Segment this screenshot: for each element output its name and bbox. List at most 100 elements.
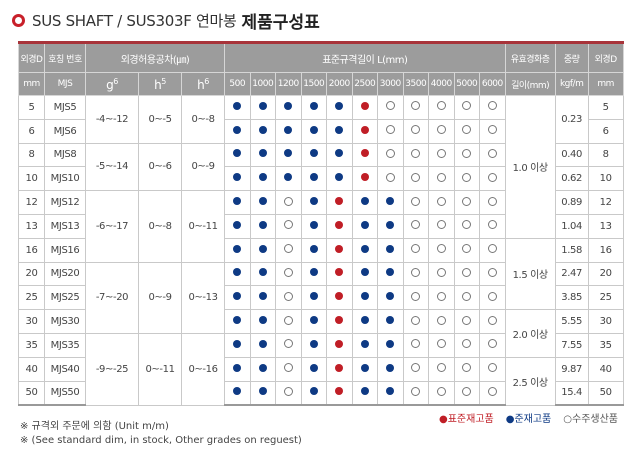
length-cell — [377, 356, 404, 382]
length-cell — [275, 356, 302, 382]
length-cell — [453, 190, 480, 215]
length-cell — [453, 237, 480, 263]
made-to-order-circle-icon — [411, 196, 421, 206]
length-cell — [377, 213, 404, 239]
weight: 1.04 — [554, 213, 589, 239]
header-h5: h5 — [138, 72, 182, 96]
header-mjs: MJS — [44, 72, 86, 96]
length-cell — [453, 380, 480, 407]
standard-stock-dot-icon — [335, 220, 344, 229]
table-row: 13 MJS13 1.04 13 — [18, 213, 624, 239]
notes: ※ 규격외 주문에 의함 (Unit m/m) ※ (See standard … — [20, 420, 302, 448]
length-cell — [377, 166, 404, 192]
header-length-4000: 4000 — [428, 72, 455, 96]
length-cell — [249, 213, 276, 239]
header-length: 표준규격길이 L(mm) — [224, 42, 506, 73]
made-to-order-circle-icon — [487, 196, 497, 206]
made-to-order-circle-icon — [411, 101, 421, 111]
hardening-depth: 2.0 이상 — [504, 309, 556, 358]
length-cell — [453, 261, 480, 287]
od-cell: 20 — [18, 261, 45, 287]
weight: 0.23 — [554, 95, 589, 144]
made-to-order-circle-icon — [487, 125, 497, 135]
nominal-cell: MJS8 — [44, 142, 86, 168]
length-cell — [377, 285, 404, 311]
tolerance-h5: 0~-5 — [138, 95, 182, 144]
weight: 9.87 — [554, 356, 589, 382]
length-cell — [479, 237, 506, 263]
length-cell — [402, 261, 429, 287]
length-cell — [377, 309, 404, 334]
length-cell — [224, 190, 251, 215]
stock-dot-icon — [233, 387, 242, 396]
stock-dot-icon — [233, 339, 242, 348]
stock-dot-icon — [360, 387, 369, 396]
weight: 5.55 — [554, 309, 589, 334]
made-to-order-circle-icon — [411, 125, 421, 135]
standard-stock-dot-icon — [335, 316, 344, 325]
tolerance-h6: 0~-11 — [181, 190, 225, 263]
weight: 2.47 — [554, 261, 589, 287]
made-to-order-circle-icon — [283, 363, 293, 373]
stock-dot-icon — [360, 339, 369, 348]
length-cell — [326, 213, 353, 239]
made-to-order-circle-icon — [283, 386, 293, 396]
nominal-cell: MJS40 — [44, 356, 86, 382]
made-to-order-circle-icon — [487, 339, 497, 349]
length-cell — [326, 261, 353, 287]
stock-dot-icon — [360, 220, 369, 229]
stock-dot-icon — [360, 292, 369, 301]
length-cell — [428, 309, 455, 334]
stock-dot-icon — [360, 197, 369, 206]
length-cell — [249, 285, 276, 311]
length-cell — [453, 213, 480, 239]
header-length-2000: 2000 — [326, 72, 353, 96]
length-cell — [275, 142, 302, 168]
weight: 7.55 — [554, 332, 589, 358]
made-to-order-circle-icon — [487, 148, 497, 158]
stock-dot-icon — [309, 149, 318, 158]
od-cell-right: 20 — [587, 261, 624, 287]
made-to-order-circle-icon — [436, 172, 446, 182]
nominal-cell: MJS5 — [44, 95, 86, 120]
made-to-order-circle-icon — [487, 101, 497, 111]
length-cell — [453, 356, 480, 382]
page-title: SUS SHAFT / SUS303F 연마봉 제품구성표 — [12, 8, 320, 33]
od-cell-right: 6 — [587, 118, 624, 144]
length-cell — [351, 190, 378, 215]
made-to-order-circle-icon — [436, 363, 446, 373]
stock-dot-icon — [335, 101, 344, 110]
header-length-1500: 1500 — [300, 72, 327, 96]
length-cell — [326, 166, 353, 192]
length-cell — [453, 142, 480, 168]
tolerance-g6: -7~-20 — [85, 261, 139, 334]
stock-dot-icon — [360, 316, 369, 325]
length-cell — [275, 190, 302, 215]
length-cell — [300, 356, 327, 382]
length-cell — [479, 118, 506, 144]
length-cell — [249, 166, 276, 192]
made-to-order-circle-icon — [411, 339, 421, 349]
tolerance-h6: 0~-8 — [181, 95, 225, 144]
length-cell — [377, 332, 404, 358]
length-cell — [351, 166, 378, 192]
made-to-order-circle-icon — [411, 220, 421, 230]
made-to-order-circle-icon — [462, 363, 472, 373]
length-cell — [351, 285, 378, 311]
length-cell — [275, 332, 302, 358]
od-cell-right: 35 — [587, 332, 624, 358]
legend: ●표준재고품 ●준재고품 ○수주생산품 — [439, 410, 618, 425]
length-cell — [249, 190, 276, 215]
length-cell — [479, 142, 506, 168]
made-to-order-circle-icon — [411, 363, 421, 373]
made-to-order-circle-icon — [385, 101, 395, 111]
length-cell — [377, 190, 404, 215]
note-1: ※ 규격외 주문에 의함 (Unit m/m) — [20, 421, 169, 432]
od-cell-right: 10 — [587, 166, 624, 192]
stock-dot-icon — [258, 149, 267, 158]
tolerance-h6: 0~-9 — [181, 142, 225, 192]
stock-dot-icon — [386, 363, 395, 372]
length-cell — [275, 213, 302, 239]
standard-stock-dot-icon — [335, 197, 344, 206]
length-cell — [428, 118, 455, 144]
